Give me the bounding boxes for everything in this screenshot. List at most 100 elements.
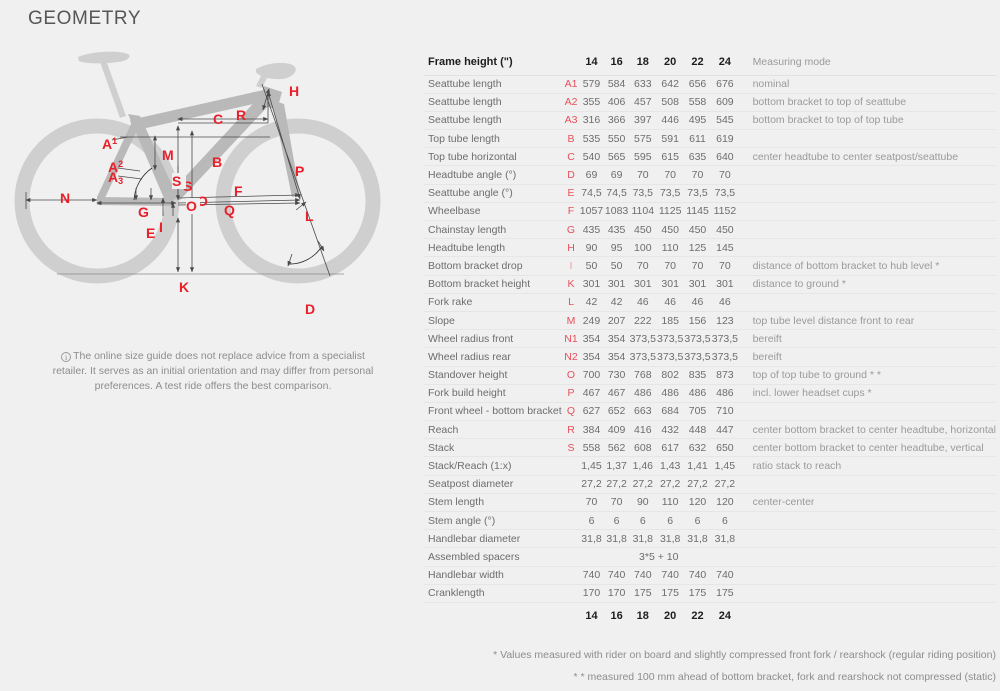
row-key-letter <box>563 547 579 567</box>
footer-size-22: 22 <box>691 609 704 622</box>
table-row: Reach R 384 409 416 432 448 447 center bottom br… <box>424 420 996 440</box>
row-measuring-mode <box>738 184 996 203</box>
row-value: 301 <box>604 275 630 294</box>
label-K: K <box>179 279 189 295</box>
label-S-overlay: S <box>172 173 181 189</box>
table-row: Front wheel - bottom bracket Q 627 652 663 68… <box>424 402 996 422</box>
row-value: 73,5 <box>683 184 712 203</box>
row-key-letter: G <box>563 220 579 240</box>
row-value: 642 <box>656 75 684 94</box>
row-value: 366 <box>604 111 630 131</box>
row-value: 70 <box>604 493 630 513</box>
row-value: 409 <box>604 420 630 440</box>
header-row: Frame height (") 14 16 18 20 22 24 Measu… <box>424 50 996 76</box>
row-label: Handlebar diameter <box>424 529 564 549</box>
row-value: 46 <box>711 293 739 312</box>
row-value: 70 <box>683 256 712 276</box>
row-value: 1,45 <box>578 456 605 476</box>
row-span-value: 3*5 + 10 <box>578 547 739 567</box>
header-size-24: 24 <box>711 50 739 76</box>
row-key-letter: H <box>563 238 579 258</box>
row-value: 249 <box>578 311 605 331</box>
row-label: Slope <box>424 311 564 331</box>
row-label: Wheel radius rear <box>424 347 564 367</box>
row-key-letter: O <box>563 366 579 385</box>
row-value: 316 <box>578 111 605 131</box>
row-value: 120 <box>683 493 712 513</box>
row-value: 70 <box>711 256 739 276</box>
label-N: N <box>60 190 70 206</box>
row-value: 740 <box>604 566 630 585</box>
row-value: 1057 <box>578 202 605 222</box>
geometry-table-container: Frame height (") 14 16 18 20 22 24 Measu… <box>424 50 996 628</box>
row-key-letter <box>563 475 579 494</box>
row-value: 175 <box>656 584 684 603</box>
row-key-letter: M <box>563 311 579 331</box>
header-frame-height: Frame height (") <box>424 50 564 76</box>
row-value: 175 <box>683 584 712 603</box>
footer-size-16: 16 <box>610 609 623 622</box>
row-value: 46 <box>683 293 712 312</box>
row-value: 6 <box>604 511 630 531</box>
row-value: 354 <box>604 329 630 349</box>
row-measuring-mode: center bottom bracket to center headtube… <box>738 420 996 440</box>
row-value: 545 <box>711 111 739 131</box>
row-measuring-mode <box>738 129 996 149</box>
label-O: O <box>197 193 208 209</box>
label-D: D <box>305 301 315 317</box>
row-value: 123 <box>711 311 739 331</box>
row-label: Seattube length <box>424 93 564 112</box>
footer-spacer <box>424 602 563 628</box>
row-measuring-mode <box>738 547 996 567</box>
row-value: 301 <box>629 275 657 294</box>
table-row: Wheel radius rear N2 354 354 373,5 373,5 373,5… <box>424 347 996 367</box>
row-value: 508 <box>656 93 684 112</box>
table-row: Stack S 558 562 608 617 632 650 center bottom br… <box>424 438 996 458</box>
row-value: 584 <box>604 75 630 94</box>
row-label: Cranklength <box>424 584 564 603</box>
row-value: 69 <box>578 165 605 185</box>
label-H: H <box>289 83 299 99</box>
row-measuring-mode <box>738 202 996 222</box>
row-value: 617 <box>656 438 684 458</box>
row-value: 635 <box>683 147 712 167</box>
row-label: Seatpost diameter <box>424 475 564 494</box>
key-letter: N1 <box>564 332 578 345</box>
row-label: Seattube length <box>424 111 564 131</box>
label-A3: A3 <box>108 169 123 186</box>
key-letter: K <box>567 278 575 291</box>
row-value: 73,5 <box>629 184 657 203</box>
row-value: 31,8 <box>656 529 684 549</box>
handlebar-silhouette <box>256 62 296 88</box>
row-value: 6 <box>578 511 605 531</box>
footer-size-24: 24 <box>718 609 731 622</box>
row-label: Top tube length <box>424 129 564 149</box>
row-value: 550 <box>604 129 630 149</box>
row-value: 95 <box>604 238 630 258</box>
row-value: 740 <box>578 566 605 585</box>
row-value: 207 <box>604 311 630 331</box>
header-size-22: 22 <box>683 50 712 76</box>
table-row: Headtube length H 90 95 100 110 125 145 <box>424 238 996 258</box>
table-row: Stem length 70 70 90 110 120 120 center-center <box>424 493 996 513</box>
key-letter: L <box>568 296 574 309</box>
header-size-18: 18 <box>629 50 657 76</box>
table-row: Bottom bracket drop I 50 50 70 70 70 70 distance… <box>424 256 996 276</box>
row-value: 120 <box>711 493 739 513</box>
row-value: 467 <box>578 384 605 403</box>
table-header: Frame height (") 14 16 18 20 22 24 Measu… <box>424 50 996 76</box>
table-row: Fork rake L 42 42 46 46 46 46 <box>424 293 996 312</box>
row-label: Headtube angle (°) <box>424 165 564 185</box>
row-value: 69 <box>604 165 630 185</box>
key-letter: A2 <box>564 96 578 109</box>
label-I: I <box>159 219 163 235</box>
label-A1: A1 <box>102 136 117 152</box>
row-measuring-mode <box>738 511 996 531</box>
row-value: 50 <box>578 256 605 276</box>
table-row: Cranklength 170 170 175 175 175 175 <box>424 584 996 603</box>
row-value: 70 <box>578 493 605 513</box>
label-G: G <box>138 204 149 220</box>
key-letter: A1 <box>564 78 578 91</box>
row-key-letter: F <box>563 202 579 222</box>
